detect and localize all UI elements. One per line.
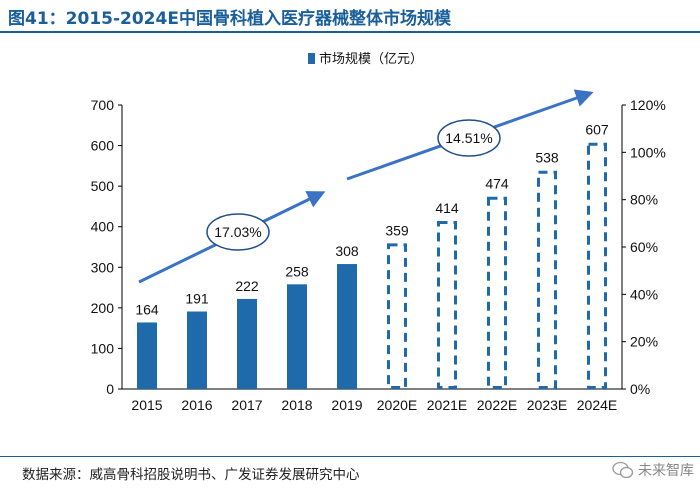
x-tick-label: 2015 — [131, 397, 162, 413]
x-tick-label: 2019 — [331, 397, 362, 413]
right-tick-label: 0% — [630, 381, 650, 397]
legend-swatch — [308, 53, 315, 64]
legend: 市场规模（亿元） — [308, 51, 423, 67]
forecast-bar — [587, 142, 607, 389]
x-tick-label: 2024E — [577, 397, 617, 413]
cagr-ellipse — [437, 119, 501, 157]
value-label: 607 — [585, 122, 609, 138]
watermark: 未来智库 — [612, 460, 694, 480]
x-tick-label: 2020E — [377, 397, 417, 413]
left-tick-label: 200 — [91, 300, 115, 316]
right-axis: 0% 20% 40% 60% 80% 100% 120% — [621, 97, 666, 397]
bar — [237, 298, 257, 389]
right-tick-label: 80% — [630, 192, 658, 208]
right-tick-label: 60% — [630, 239, 658, 255]
bar-chart: 市场规模（亿元） 0 100 200 300 400 500 600 700 0% 20% 40%… — [91, 51, 666, 413]
cagr-ellipse — [206, 213, 270, 251]
value-label: 538 — [535, 150, 559, 166]
value-labels: 164 191 222 258 308 359 414 474 538 607 — [135, 122, 609, 318]
source-note: 数据来源：威高骨科招股说明书、广发证券发展研究中心 — [22, 467, 360, 483]
value-label: 474 — [485, 176, 509, 192]
cagr-label: 17.03% — [214, 224, 261, 240]
left-tick-label: 500 — [91, 178, 115, 194]
x-tick-label: 2023E — [527, 397, 567, 413]
right-tick-label: 100% — [630, 144, 666, 160]
x-axis: 2015 2016 2017 2018 2019 2020E 2021E 2022E 2023E… — [122, 388, 622, 413]
value-label: 414 — [435, 200, 459, 216]
right-tick-label: 40% — [630, 286, 658, 302]
forecast-bar — [537, 170, 557, 389]
value-label: 164 — [135, 301, 159, 317]
left-tick-label: 700 — [91, 97, 115, 113]
left-tick-label: 600 — [91, 138, 115, 154]
x-tick-label: 2021E — [427, 397, 467, 413]
figure-title: 图41：2015-2024E中国骨科植入医疗器械整体市场规模 — [8, 9, 451, 29]
cagr-label: 14.51% — [445, 130, 492, 146]
left-axis: 0 100 200 300 400 500 600 700 — [91, 97, 123, 397]
value-label: 191 — [185, 291, 209, 307]
bars — [137, 142, 607, 389]
value-label: 222 — [235, 278, 259, 294]
value-label: 359 — [385, 222, 409, 238]
bar — [137, 322, 157, 389]
right-tick-label: 20% — [630, 334, 658, 350]
bar — [187, 311, 207, 389]
left-tick-label: 300 — [91, 259, 115, 275]
bar — [337, 264, 357, 389]
right-tick-label: 120% — [630, 97, 666, 113]
x-tick-label: 2017 — [231, 397, 262, 413]
left-tick-label: 0 — [106, 381, 114, 397]
title-rule — [0, 31, 700, 33]
source-rule — [0, 456, 700, 457]
left-tick-label: 100 — [91, 340, 115, 356]
value-label: 308 — [335, 243, 359, 259]
watermark-label: 未来智库 — [638, 463, 694, 479]
growth-annotations: 17.03% 14.51% — [138, 89, 594, 284]
bar — [287, 284, 307, 389]
forecast-bar — [387, 243, 407, 389]
value-label: 258 — [285, 263, 309, 279]
x-tick-label: 2022E — [477, 397, 517, 413]
forecast-bar — [437, 221, 457, 389]
wechat-icon — [612, 461, 634, 479]
left-tick-label: 400 — [91, 219, 115, 235]
x-tick-label: 2016 — [181, 397, 212, 413]
legend-label: 市场规模（亿元） — [319, 51, 423, 67]
forecast-bar — [487, 196, 507, 389]
x-tick-label: 2018 — [281, 397, 312, 413]
